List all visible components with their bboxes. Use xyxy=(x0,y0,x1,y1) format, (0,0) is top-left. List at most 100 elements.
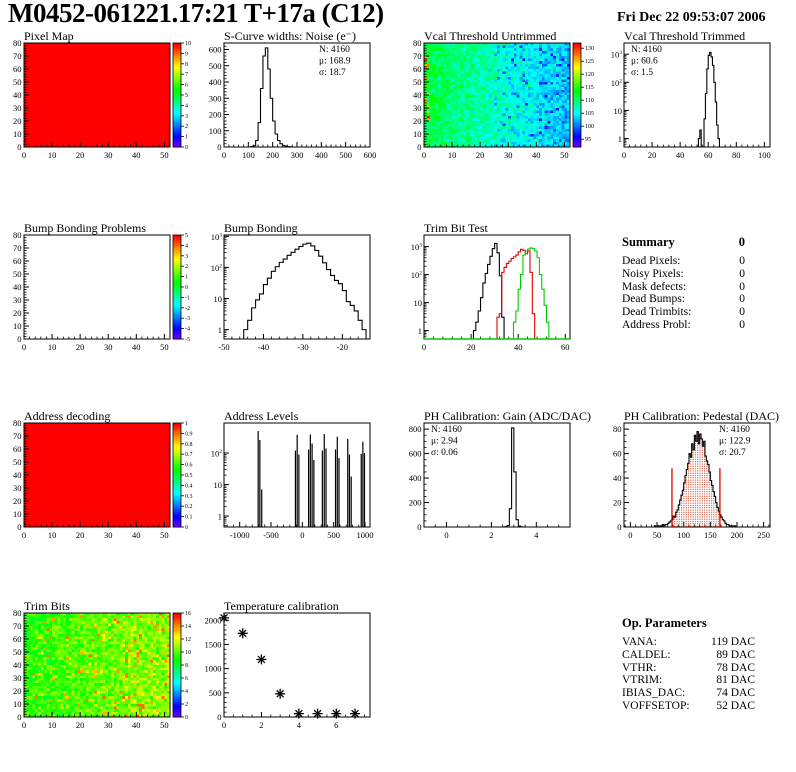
vcal-threshold-trimmed-panel: Vcal Threshold Trimmed 0 20 40 60 80 100 1 10 102… xyxy=(600,30,796,180)
stats-line: N: 4160 xyxy=(719,425,750,435)
y-tick-label: 0 xyxy=(617,522,621,532)
temperature-calibration-panel: Temperature calibration 0 2 4 6 0 500 1000 1500 2… xyxy=(200,600,399,750)
row-value: 0 xyxy=(739,293,745,306)
y-tick-label: 80 xyxy=(13,418,22,428)
colorbar-tick-label: 3 xyxy=(185,114,188,120)
colorbar-tick-label: 1 xyxy=(185,135,188,141)
colorbar-tick-label: -2 xyxy=(185,306,190,312)
row-value: 81 DAC xyxy=(716,674,755,687)
x-tick-label: -50 xyxy=(218,342,229,352)
vcal-threshold-trimmed-chart: Vcal Threshold Trimmed 0 20 40 60 80 100 1 10 102… xyxy=(611,30,771,160)
row-value: 0 xyxy=(739,255,745,267)
histogram-outline xyxy=(502,427,524,528)
x-tick-label: 0 xyxy=(422,342,426,352)
chart-title: Address Levels xyxy=(224,410,299,423)
y-tick-label: 70 xyxy=(413,51,422,61)
x-tick-label: 2 xyxy=(489,530,493,540)
table-row: CALDEL: 89 DAC xyxy=(622,649,755,662)
y-tick-label: 80 xyxy=(13,38,22,48)
table-title-value: 0 xyxy=(738,235,745,249)
row-value: 52 DAC xyxy=(716,699,755,712)
y-tick-label: 50 xyxy=(413,77,422,87)
row-label: Mask defects: xyxy=(622,280,687,293)
row-value: 0 xyxy=(739,306,745,319)
y-tick-label: 2000 xyxy=(205,615,222,625)
x-tick-label: -40 xyxy=(258,342,269,352)
row-value: 89 DAC xyxy=(716,648,755,661)
colorbar-tick-label: 105 xyxy=(585,111,594,117)
y-tick-label: 10 xyxy=(614,106,623,116)
x-tick-label: 100 xyxy=(242,150,255,160)
data-point-marker xyxy=(237,628,248,639)
x-tick-label: 200 xyxy=(731,530,744,540)
x-tick-label: 20 xyxy=(76,150,85,160)
x-tick-label: 0 xyxy=(422,150,426,160)
row-value: 0 xyxy=(739,280,745,293)
table-row: IBIAS_DAC: 74 DAC xyxy=(622,687,755,700)
x-tick-label: 150 xyxy=(704,530,717,540)
chart-title: Trim Bit Test xyxy=(424,222,489,235)
x-tick-label: 500 xyxy=(339,150,352,160)
x-tick-label: -500 xyxy=(263,530,279,540)
bump-bonding-problems-panel: Bump Bonding Problems 0 10 20 30 40 50 0 10 20 30 4… xyxy=(0,222,199,372)
op-parameters-table: Op. Parameters VANA: 119 DAC CALDEL: 89 DAC V… xyxy=(622,616,755,713)
x-tick-label: 30 xyxy=(104,530,113,540)
y-tick-label: 40 xyxy=(13,660,22,670)
data-point-marker xyxy=(293,708,304,719)
y-tick-label: 10 xyxy=(13,321,22,331)
row-label: Noisy Pixels: xyxy=(622,267,684,280)
y-tick-label: 60 xyxy=(13,256,22,266)
y-tick-label: 10 xyxy=(13,699,22,709)
colorbar-tick-label: 5 xyxy=(185,93,188,99)
y-tick-label: 300 xyxy=(209,93,222,103)
y-tick-label: 70 xyxy=(13,621,22,631)
x-tick-label: 600 xyxy=(364,150,377,160)
row-label: VTHR: xyxy=(622,661,657,674)
data-point-marker xyxy=(219,612,229,623)
colorbar-tick-label: -4 xyxy=(185,327,190,333)
pixel-map-chart: Pixel Map 0 10 20 30 40 50 0 10 20 30 40 50 60 70 80 0 1 2… xyxy=(13,30,191,160)
y-tick-label: 30 xyxy=(13,673,22,683)
x-tick-label: 4 xyxy=(534,530,539,540)
y-tick-label: 40 xyxy=(13,470,22,480)
chart-title: Trim Bits xyxy=(24,600,70,613)
stats-line: μ: 122.9 xyxy=(719,437,751,447)
chart-title: Pixel Map xyxy=(24,30,74,43)
histogram-outline xyxy=(472,242,505,339)
colorbar-tick-label: 12 xyxy=(185,637,191,643)
table-row: VANA: 119 DAC xyxy=(622,636,755,649)
y-tick-label: 0 xyxy=(17,522,21,532)
colorbar-tick-label: 6 xyxy=(185,676,188,682)
x-tick-label: 20 xyxy=(467,342,476,352)
colorbar-tick-label: 8 xyxy=(185,62,188,68)
colorbar-tick-label: -3 xyxy=(185,316,190,322)
data-point-marker xyxy=(331,708,342,719)
colorbar-tick-label: 2 xyxy=(185,702,188,708)
table-row: VOFFSETOP: 52 DAC xyxy=(622,700,755,713)
ph-calibration-gain-chart: PH Calibration: Gain (ADC/DAC) 0 2 4 0 200 400… xyxy=(409,410,591,540)
colorbar-tick-label: 8 xyxy=(185,663,188,669)
y-tick-label: 60 xyxy=(613,449,622,459)
row-value: 0 xyxy=(739,267,745,280)
colorbar-tick-label: 125 xyxy=(585,59,594,65)
x-tick-label: 0 xyxy=(222,720,226,730)
x-tick-label: 100 xyxy=(758,150,771,160)
x-tick-label: 500 xyxy=(327,530,340,540)
colorbar-tick-label: 110 xyxy=(585,98,594,104)
x-tick-label: 20 xyxy=(476,150,485,160)
y-tick-label: 30 xyxy=(13,295,22,305)
scurve-noise-panel: S-Curve widths: Noise (e⁻) 0 100 200 300 400 5… xyxy=(200,30,399,180)
x-tick-label: 10 xyxy=(48,150,57,160)
colorbar-tick-label: 2 xyxy=(185,264,188,270)
summary-panel: Summary 0 Dead Pixels: 0 Noisy Pixels: 0 Mask … xyxy=(600,222,796,372)
vcal-threshold-untrimmed-chart: Vcal Threshold Untrimmed 0 10 20 30 40 50 0 10 20… xyxy=(413,30,594,160)
colorbar-tick-label: 16 xyxy=(185,611,191,617)
colorbar-tick-label: 10 xyxy=(185,41,191,47)
trim-bit-test-chart: Trim Bit Test 0 20 40 60 1 10 102 103 xyxy=(411,222,571,352)
y-tick-label: 1 xyxy=(218,325,222,335)
chart-title: PH Calibration: Pedestal (DAC) xyxy=(624,410,779,423)
histogram-fill xyxy=(671,431,720,527)
table-row: Address Probl: 0 xyxy=(622,319,745,332)
y-tick-label: 50 xyxy=(13,269,22,279)
colorbar-tick-label: -1 xyxy=(185,295,190,301)
